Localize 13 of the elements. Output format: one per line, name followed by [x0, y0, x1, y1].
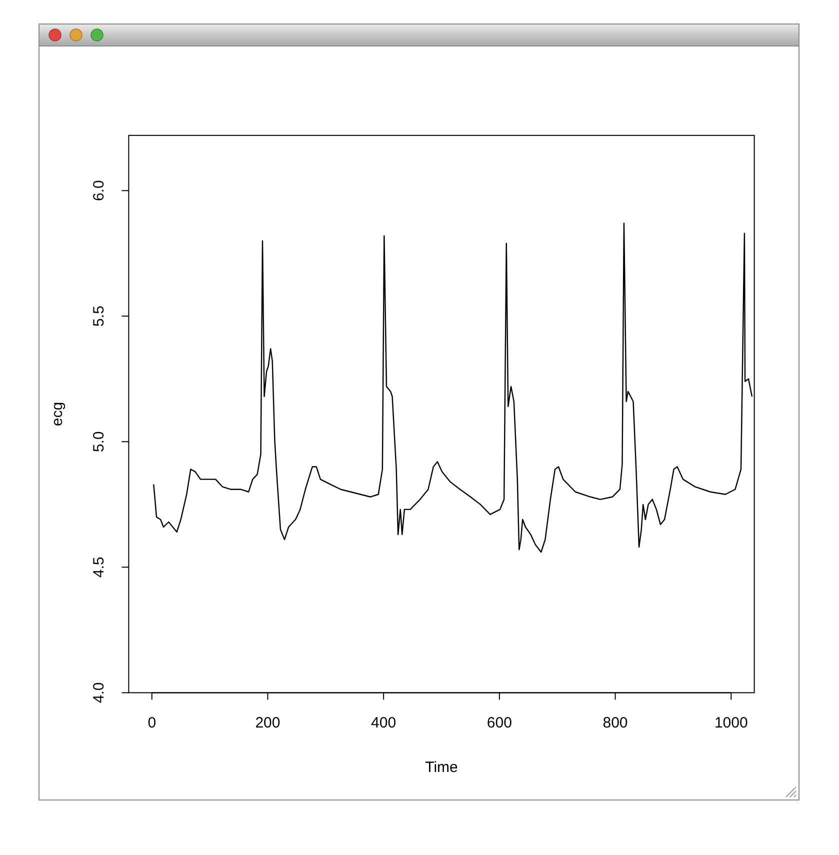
y-tick-label: 4.0	[90, 682, 108, 704]
x-axis-title: Time	[425, 759, 458, 776]
x-tick-label: 1000	[714, 714, 748, 732]
y-tick-label: 5.5	[90, 306, 108, 327]
x-tick-label: 800	[602, 714, 628, 732]
x-tick-label: 0	[148, 714, 156, 732]
x-tick-label: 400	[371, 714, 396, 732]
y-tick-label: 4.5	[90, 556, 108, 578]
y-tick-label: 6.0	[90, 180, 108, 202]
y-axis-title: ecg	[49, 402, 66, 426]
x-tick-label: 200	[255, 714, 280, 732]
y-tick-label: 5.0	[90, 431, 108, 452]
x-tick-label: 600	[486, 714, 512, 732]
